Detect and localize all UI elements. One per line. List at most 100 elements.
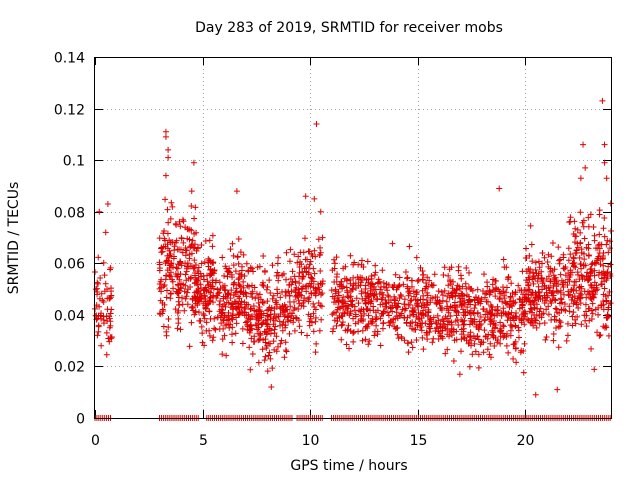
data-point [591, 366, 598, 373]
data-point [511, 317, 518, 324]
data-point [156, 285, 163, 292]
y-tick-label: 0.08 [54, 206, 85, 222]
data-point [296, 291, 303, 298]
data-point [571, 239, 578, 246]
data-point [163, 328, 170, 335]
data-point [581, 235, 588, 242]
data-point [605, 249, 612, 256]
data-point [600, 306, 607, 313]
data-point [585, 214, 592, 221]
data-point [490, 334, 497, 341]
data-point [305, 248, 312, 255]
data-point [191, 289, 198, 296]
data-point-outlier [162, 172, 169, 179]
data-point [480, 339, 487, 346]
data-point [312, 253, 319, 260]
data-point [156, 235, 163, 242]
data-point [237, 288, 244, 295]
data-point [468, 342, 475, 349]
data-point [531, 311, 538, 318]
data-point [261, 267, 268, 274]
data-point [317, 267, 324, 274]
data-point [449, 294, 456, 301]
data-point [271, 330, 278, 337]
data-point [94, 289, 101, 296]
data-point [94, 280, 101, 287]
data-point [317, 244, 324, 251]
data-point [92, 305, 99, 312]
data-point [282, 322, 289, 329]
data-point [598, 302, 605, 309]
data-point [495, 306, 502, 313]
data-point [534, 278, 541, 285]
data-point [219, 336, 226, 343]
data-point [233, 314, 240, 321]
data-point [563, 337, 570, 344]
data-point [539, 260, 546, 267]
data-point [512, 345, 519, 352]
data-point [228, 287, 235, 294]
data-point [347, 328, 354, 334]
data-point [248, 290, 255, 297]
data-point [180, 218, 187, 225]
data-point [188, 203, 195, 210]
data-point [286, 292, 293, 299]
data-point-outlier [102, 229, 109, 236]
data-point [444, 346, 451, 353]
data-point [164, 230, 171, 237]
data-point [180, 239, 187, 246]
data-point [444, 293, 451, 300]
data-point [544, 258, 551, 265]
data-point [298, 329, 305, 336]
data-point [433, 300, 440, 307]
x-tick-label: 0 [91, 433, 100, 449]
data-point [338, 322, 345, 329]
data-point [464, 304, 471, 311]
data-point [318, 316, 325, 323]
data-point [233, 285, 240, 292]
data-point [189, 296, 196, 303]
data-point [160, 283, 167, 290]
data-point [404, 340, 411, 347]
data-point [484, 346, 491, 353]
data-point [359, 295, 366, 302]
data-point [206, 295, 213, 302]
data-point [508, 280, 515, 287]
data-point [475, 351, 482, 358]
data-point [274, 260, 281, 267]
data-point [509, 323, 516, 330]
data-point [294, 259, 301, 266]
data-point [377, 301, 384, 308]
data-point [100, 259, 107, 266]
data-point [475, 364, 482, 371]
data-point [569, 313, 576, 320]
data-point [439, 292, 446, 299]
data-point [414, 300, 421, 307]
data-point [539, 286, 546, 293]
data-point [230, 280, 237, 287]
data-point [453, 287, 460, 294]
data-point [303, 264, 310, 271]
data-point [542, 336, 549, 343]
data-point [223, 352, 230, 359]
data-point [530, 280, 537, 287]
data-point [277, 294, 284, 301]
data-point [309, 275, 316, 282]
data-point [585, 252, 592, 259]
data-point [207, 282, 214, 289]
data-point [331, 317, 338, 324]
data-point [265, 313, 272, 320]
data-point [207, 272, 214, 279]
data-point [522, 311, 529, 318]
data-point [505, 349, 512, 356]
data-point [603, 297, 610, 304]
data-point [163, 287, 170, 294]
data-point [550, 337, 557, 344]
data-point [601, 285, 608, 292]
data-point [487, 354, 494, 361]
data-point [350, 282, 357, 289]
data-point [435, 288, 442, 295]
data-point [203, 327, 210, 334]
data-point [457, 348, 464, 355]
data-point [492, 277, 499, 284]
